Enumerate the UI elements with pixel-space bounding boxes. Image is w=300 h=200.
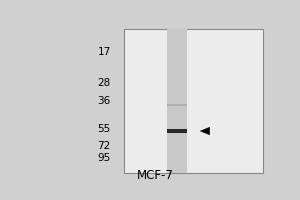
- Text: 28: 28: [98, 78, 111, 88]
- Text: 55: 55: [98, 124, 111, 134]
- Text: 95: 95: [98, 153, 111, 163]
- Text: 17: 17: [98, 47, 111, 57]
- Bar: [124, 29, 263, 173]
- Text: MCF-7: MCF-7: [136, 169, 173, 182]
- Bar: [167, 129, 188, 133]
- Bar: [167, 29, 188, 173]
- Polygon shape: [200, 127, 210, 135]
- Text: 36: 36: [98, 96, 111, 106]
- Text: 72: 72: [98, 141, 111, 151]
- Bar: [167, 104, 188, 106]
